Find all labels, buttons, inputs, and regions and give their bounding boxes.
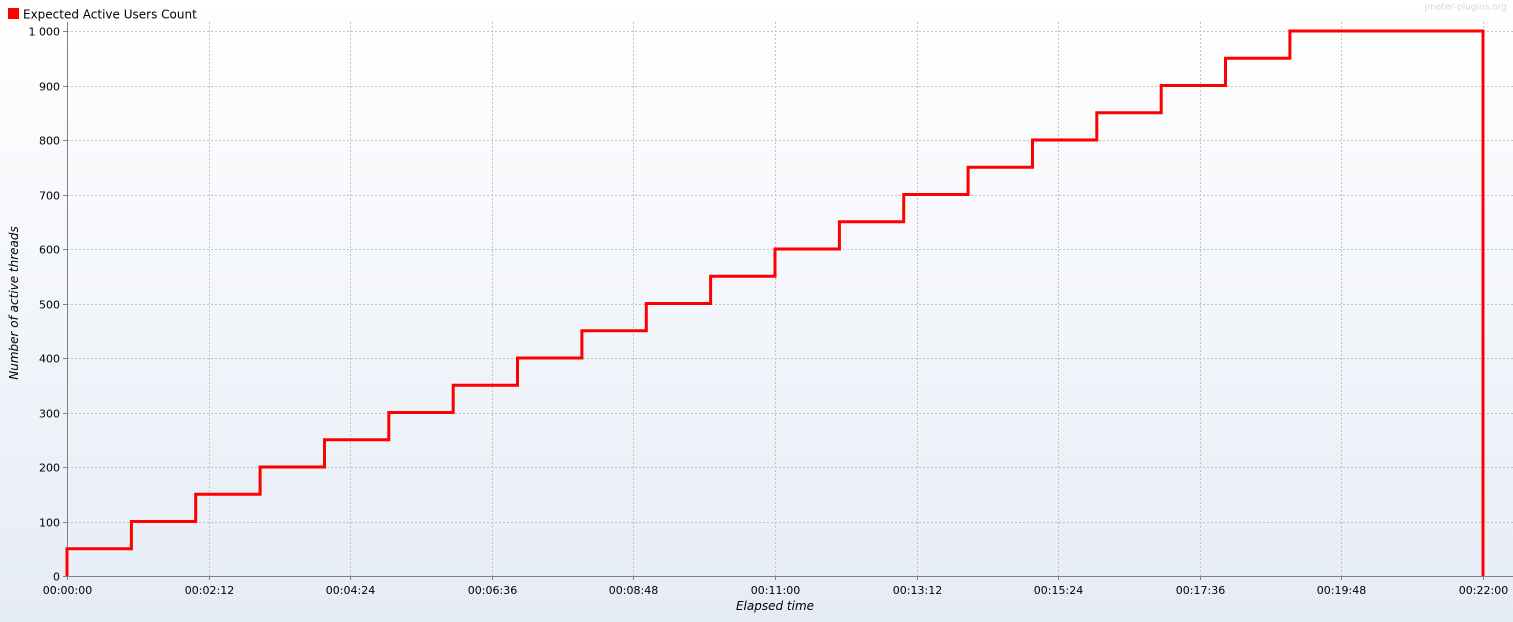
y-tick-label: 900 (39, 81, 60, 94)
x-tick-label: 00:15:24 (1034, 584, 1083, 597)
y-tick-label: 400 (39, 353, 60, 366)
x-axis-title: Elapsed time (736, 599, 814, 613)
x-tick-label: 00:08:48 (609, 584, 658, 597)
series-layer (65, 29, 1485, 576)
y-axis-title: Number of active threads (7, 226, 21, 380)
x-tick-label: 00:17:36 (1176, 584, 1225, 597)
grid (67, 22, 1513, 576)
axes (63, 22, 1513, 580)
x-tick-label: 00:22:00 (1459, 584, 1508, 597)
y-tick-label: 300 (39, 408, 60, 421)
y-tick-label: 0 (53, 571, 60, 584)
y-tick-label: 1 000 (29, 26, 61, 39)
tick-labels: 0 100 200 300 400 500 600 700 800 900 1 000 00:00:0… (29, 26, 1509, 598)
y-tick-label: 600 (39, 244, 60, 257)
y-tick-label: 200 (39, 462, 60, 475)
y-tick-label: 800 (39, 135, 60, 148)
series-line-0 (65, 29, 1485, 576)
x-tick-label: 00:04:24 (326, 584, 375, 597)
y-tick-label: 100 (39, 517, 60, 530)
x-tick-label: 00:11:00 (751, 584, 800, 597)
y-tick-label: 700 (39, 190, 60, 203)
legend-label: Expected Active Users Count (23, 8, 197, 22)
watermark: jmeter-plugins.org (1424, 3, 1507, 13)
x-tick-label: 00:19:48 (1317, 584, 1366, 597)
x-tick-label: 00:02:12 (185, 584, 234, 597)
x-tick-label: 00:06:36 (468, 584, 517, 597)
legend-swatch (8, 8, 19, 19)
x-tick-label: 00:00:00 (43, 584, 92, 597)
x-tick-label: 00:13:12 (893, 584, 942, 597)
legend: Expected Active Users Count (8, 8, 197, 22)
y-tick-label: 500 (39, 299, 60, 312)
